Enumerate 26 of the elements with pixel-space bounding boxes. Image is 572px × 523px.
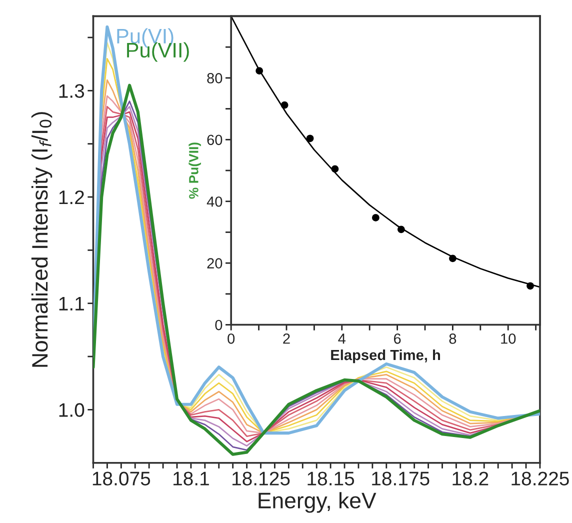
x-tick-label: 8 (449, 334, 456, 344)
x-axis-title: Energy, keV (258, 492, 376, 513)
x-tick-label: 2 (283, 334, 290, 344)
y-tick-label: 0 (215, 320, 222, 330)
x-axis-title: Elapsed Time, h (331, 349, 440, 364)
x-tick-label: 18.1 (174, 472, 209, 486)
x-tick-label: 18.175 (372, 472, 430, 486)
x-tick-label: 10 (501, 334, 516, 344)
y-tick-label: 40 (206, 196, 222, 207)
y-tick-label: 60 (207, 134, 222, 146)
y-axis-title: % Pu(VII) (188, 142, 201, 199)
x-tick-label: 18.225 (512, 472, 569, 486)
x-tick-label: 6 (394, 334, 401, 344)
x-tick-label: 18.125 (232, 472, 290, 486)
x-tick-label: 18.15 (308, 472, 354, 486)
y-tick-label: 1.1 (59, 297, 84, 310)
x-tick-label: 4 (338, 334, 346, 344)
x-tick-label: 18.075 (92, 472, 150, 486)
x-tick-label: 0 (228, 334, 235, 344)
y-tick-label: 1.2 (59, 190, 84, 204)
y-tick-label: 20 (207, 258, 222, 268)
y-tick-label: 1.0 (59, 403, 84, 417)
x-tick-label: 18.2 (452, 472, 488, 486)
y-tick-label: 80 (207, 73, 222, 84)
y-axis-title: Normalized Intensity (I$_{f}$/I$_{0}$) (31, 112, 52, 367)
y-tick-label: 1.3 (59, 84, 84, 98)
